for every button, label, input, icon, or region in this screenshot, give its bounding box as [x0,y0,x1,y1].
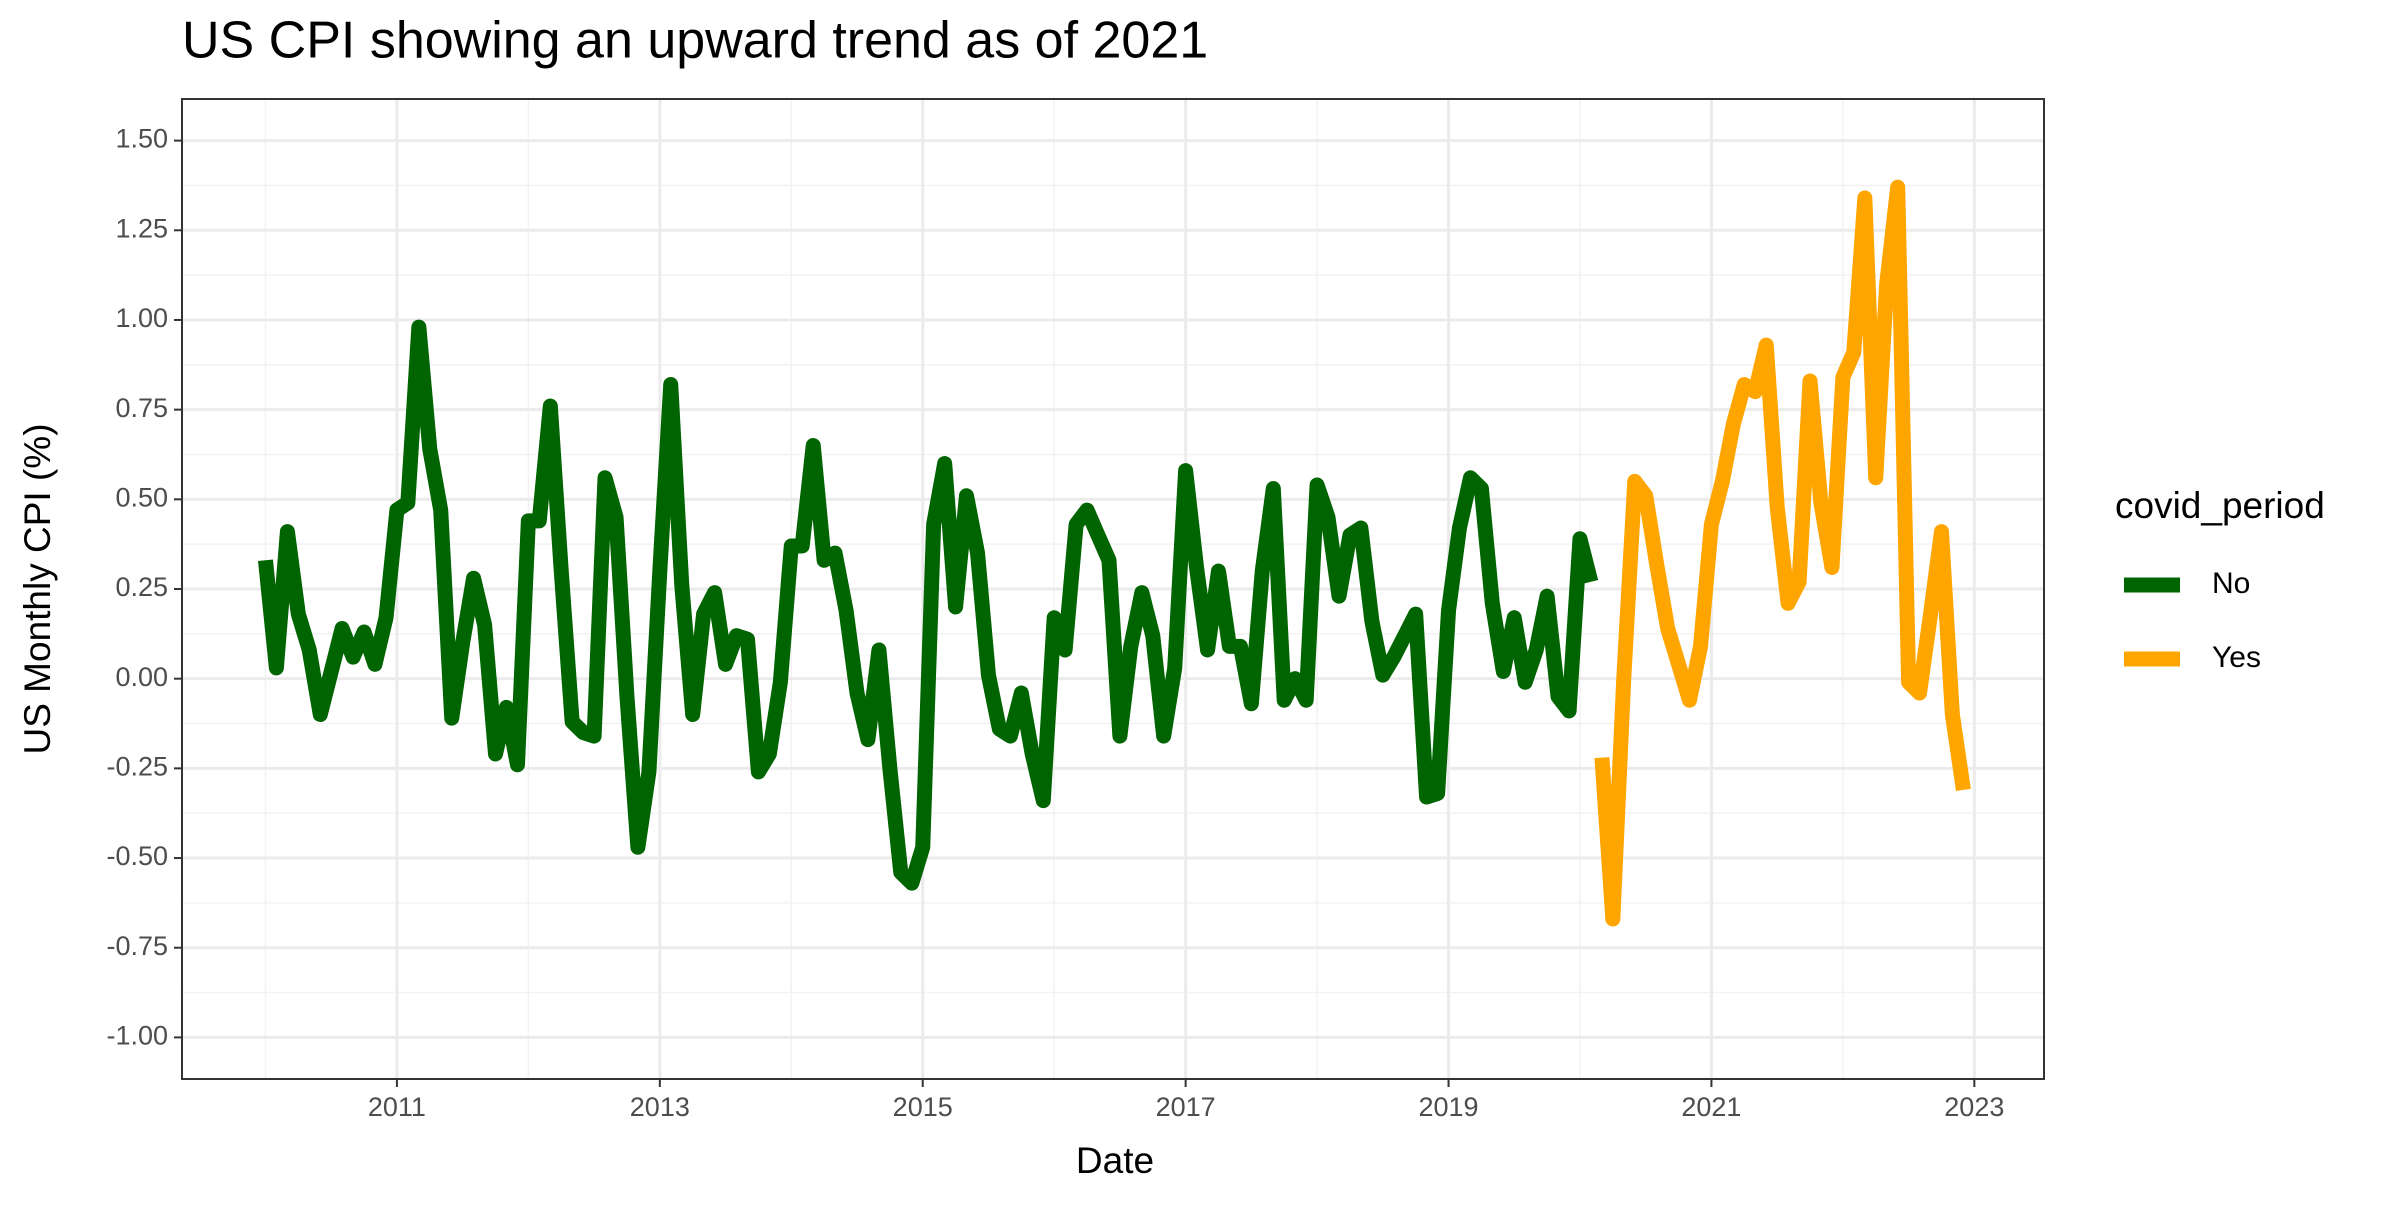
legend-title: covid_period [2115,485,2325,526]
x-axis-title: Date [1076,1140,1154,1181]
x-tick-label: 2017 [1156,1092,1216,1122]
y-tick-label: -1.00 [106,1021,168,1051]
x-tick-label: 2013 [630,1092,690,1122]
x-tick-label: 2019 [1418,1092,1478,1122]
y-tick-label: 0.75 [115,393,168,423]
y-tick-label: 0.25 [115,572,168,602]
y-axis-title: US Monthly CPI (%) [17,423,58,754]
x-tick-label: 2011 [368,1092,426,1122]
series-line [1594,179,1971,927]
chart-title: US CPI showing an upward trend as of 202… [182,12,1208,70]
y-tick-label: -0.25 [106,751,168,781]
y-tick-label: 0.50 [115,482,168,512]
legend-label: Yes [2212,641,2261,674]
y-tick-label: -0.50 [106,841,168,871]
x-tick-label: 2021 [1681,1092,1741,1122]
y-tick-label: 1.50 [115,124,168,154]
y-tick-label: 1.25 [115,213,168,243]
legend-label: No [2212,567,2250,600]
y-tick-label: 0.00 [115,662,168,692]
plot-border [181,98,2045,1080]
series-line [258,319,1599,891]
y-tick-label: -0.75 [106,931,168,961]
y-tick-label: 1.00 [115,303,168,333]
x-tick-label: 2023 [1944,1092,2004,1122]
x-tick-label: 2015 [893,1092,953,1122]
